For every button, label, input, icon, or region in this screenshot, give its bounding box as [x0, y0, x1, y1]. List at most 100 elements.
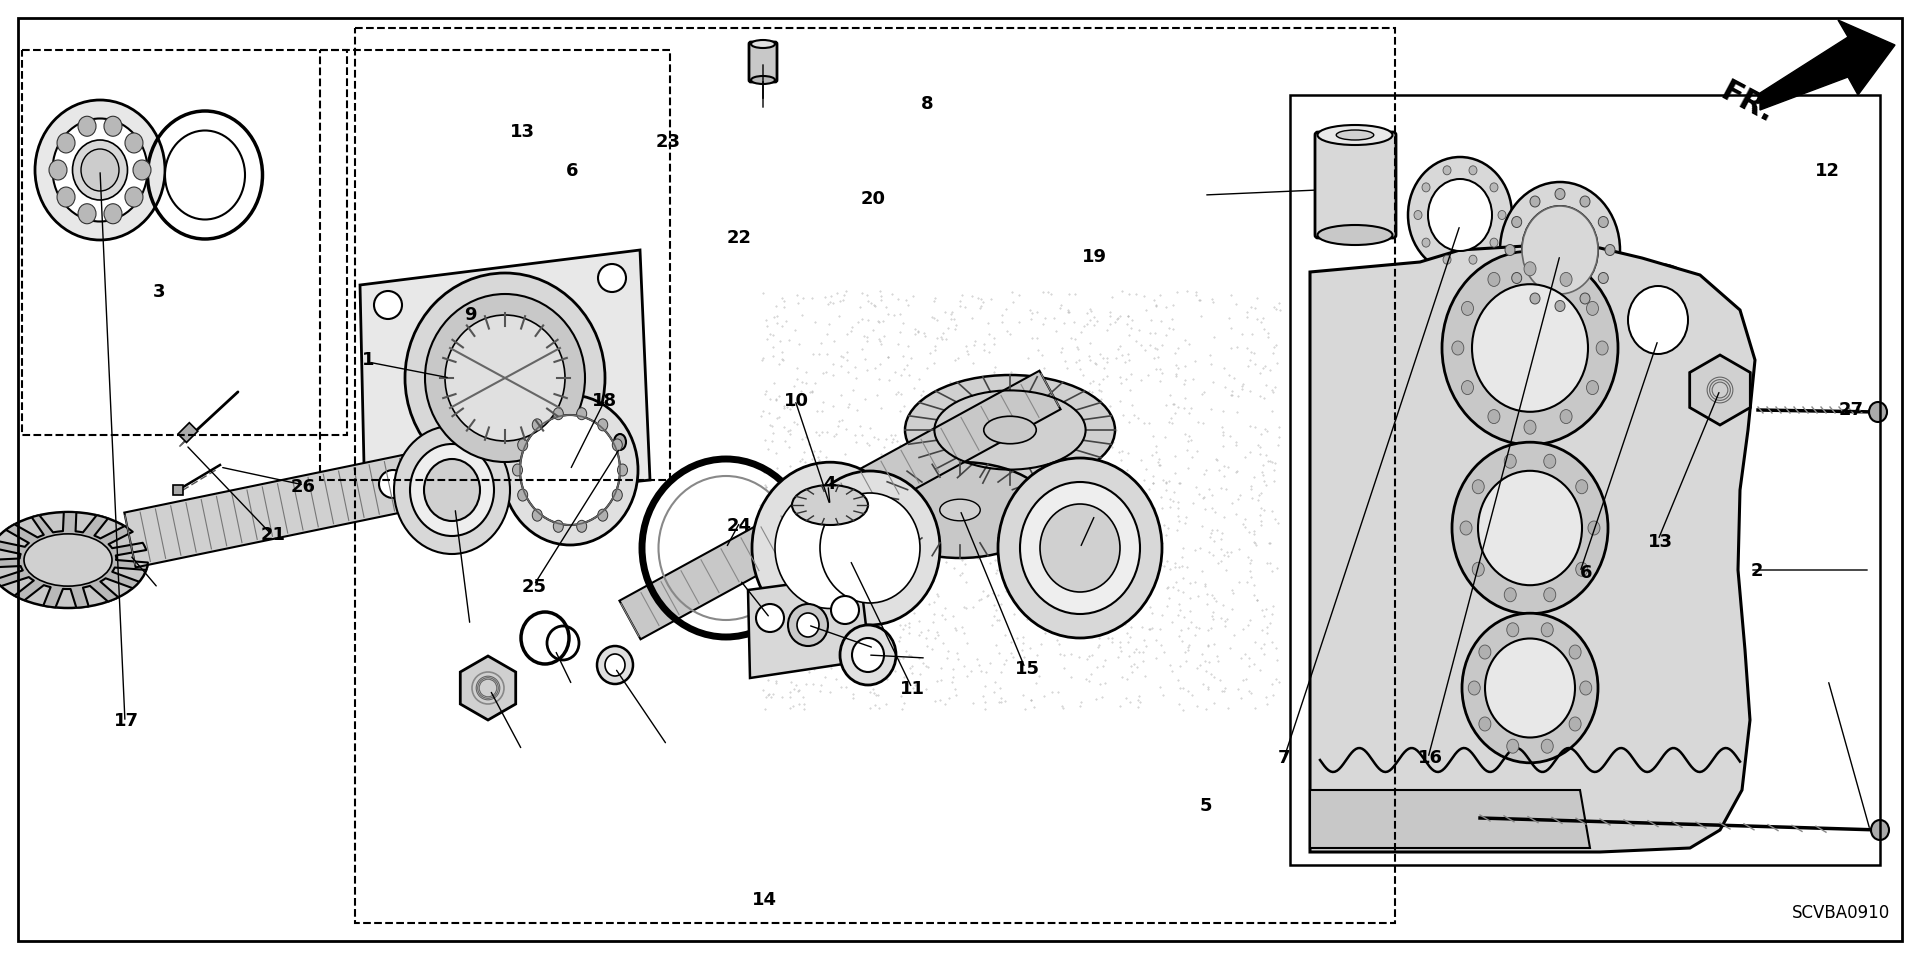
Ellipse shape — [1868, 402, 1887, 422]
Ellipse shape — [1478, 645, 1492, 659]
Ellipse shape — [1488, 272, 1500, 287]
Ellipse shape — [1597, 217, 1609, 227]
Ellipse shape — [1524, 420, 1536, 434]
Ellipse shape — [1317, 125, 1392, 145]
Ellipse shape — [1586, 301, 1599, 316]
Ellipse shape — [1041, 504, 1119, 592]
Ellipse shape — [1461, 381, 1473, 394]
Ellipse shape — [1586, 381, 1599, 394]
Text: 23: 23 — [655, 133, 682, 151]
Ellipse shape — [553, 521, 563, 532]
Polygon shape — [749, 575, 870, 678]
Text: 12: 12 — [1814, 162, 1841, 179]
Polygon shape — [0, 512, 148, 608]
Ellipse shape — [1511, 217, 1523, 227]
Ellipse shape — [532, 419, 541, 431]
Polygon shape — [125, 453, 426, 568]
Ellipse shape — [58, 133, 75, 153]
Ellipse shape — [520, 415, 620, 525]
Ellipse shape — [791, 485, 868, 525]
Ellipse shape — [1478, 471, 1582, 585]
Ellipse shape — [1407, 157, 1513, 273]
Ellipse shape — [612, 439, 622, 451]
Ellipse shape — [852, 638, 883, 672]
Text: 18: 18 — [591, 392, 618, 409]
FancyBboxPatch shape — [749, 42, 778, 82]
Ellipse shape — [820, 493, 920, 603]
Ellipse shape — [1605, 245, 1615, 255]
Circle shape — [374, 291, 401, 319]
Ellipse shape — [553, 408, 563, 420]
Ellipse shape — [904, 375, 1116, 485]
Ellipse shape — [1461, 301, 1473, 316]
Ellipse shape — [1596, 341, 1609, 355]
Ellipse shape — [1336, 130, 1373, 140]
Bar — [321, 50, 670, 480]
Text: 14: 14 — [751, 891, 778, 908]
Ellipse shape — [35, 100, 165, 240]
Ellipse shape — [1544, 588, 1555, 601]
Ellipse shape — [1544, 455, 1555, 468]
Ellipse shape — [597, 646, 634, 684]
Ellipse shape — [23, 534, 111, 586]
Text: 24: 24 — [726, 517, 753, 534]
Ellipse shape — [58, 187, 75, 207]
Ellipse shape — [1523, 206, 1597, 294]
Polygon shape — [361, 250, 651, 510]
Ellipse shape — [104, 203, 123, 223]
Ellipse shape — [1576, 480, 1588, 494]
Ellipse shape — [1542, 739, 1553, 753]
Polygon shape — [1309, 255, 1599, 840]
Ellipse shape — [445, 315, 564, 441]
Text: 1: 1 — [363, 351, 374, 368]
Text: 26: 26 — [290, 479, 317, 496]
Text: 2: 2 — [1751, 562, 1763, 579]
Ellipse shape — [1503, 588, 1517, 601]
Polygon shape — [461, 656, 516, 720]
FancyBboxPatch shape — [1315, 132, 1396, 238]
Ellipse shape — [1469, 166, 1476, 175]
Circle shape — [378, 470, 407, 498]
Text: 13: 13 — [1647, 533, 1674, 550]
Ellipse shape — [1444, 255, 1452, 264]
Ellipse shape — [576, 408, 588, 420]
Ellipse shape — [1490, 183, 1498, 192]
Text: 9: 9 — [465, 306, 476, 323]
Ellipse shape — [1473, 480, 1484, 494]
Ellipse shape — [1469, 255, 1476, 264]
Text: 3: 3 — [154, 284, 165, 301]
Ellipse shape — [0, 512, 148, 608]
Ellipse shape — [104, 116, 123, 136]
Circle shape — [605, 446, 632, 474]
Ellipse shape — [751, 76, 776, 84]
Ellipse shape — [1588, 521, 1599, 535]
Ellipse shape — [1490, 238, 1498, 247]
Bar — [760, 290, 1281, 710]
Ellipse shape — [605, 654, 626, 676]
Ellipse shape — [1524, 262, 1536, 276]
Ellipse shape — [1469, 681, 1480, 695]
Ellipse shape — [787, 604, 828, 646]
Text: 21: 21 — [259, 526, 286, 544]
Text: 11: 11 — [899, 680, 925, 697]
Ellipse shape — [165, 130, 246, 220]
Ellipse shape — [513, 464, 522, 476]
Ellipse shape — [1542, 622, 1553, 637]
Ellipse shape — [1442, 251, 1619, 445]
Ellipse shape — [81, 149, 119, 191]
Ellipse shape — [424, 294, 586, 462]
Text: 16: 16 — [1417, 749, 1444, 766]
Polygon shape — [1309, 244, 1755, 852]
Text: 6: 6 — [566, 162, 578, 179]
Ellipse shape — [411, 444, 493, 536]
Ellipse shape — [1423, 238, 1430, 247]
Ellipse shape — [776, 487, 885, 609]
Text: 25: 25 — [520, 578, 547, 596]
Ellipse shape — [576, 521, 588, 532]
Ellipse shape — [1423, 183, 1430, 192]
Ellipse shape — [1507, 739, 1519, 753]
Ellipse shape — [1484, 639, 1574, 737]
Ellipse shape — [797, 613, 820, 637]
Circle shape — [597, 264, 626, 292]
Ellipse shape — [73, 140, 127, 200]
